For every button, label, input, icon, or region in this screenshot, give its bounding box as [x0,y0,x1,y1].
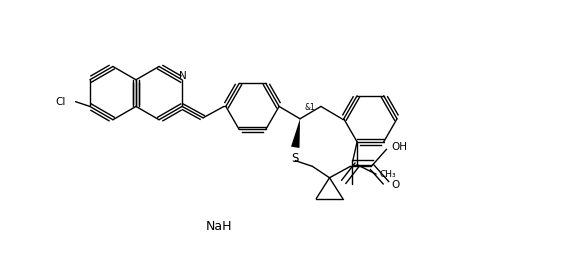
Text: O: O [391,180,400,190]
Text: Cl: Cl [55,97,66,107]
Text: N: N [179,71,187,81]
Polygon shape [291,119,300,148]
Text: OH: OH [391,142,407,152]
Text: NaH: NaH [206,220,233,233]
Text: S: S [292,152,299,165]
Text: &1: &1 [305,103,316,112]
Text: CH₃: CH₃ [380,170,396,179]
